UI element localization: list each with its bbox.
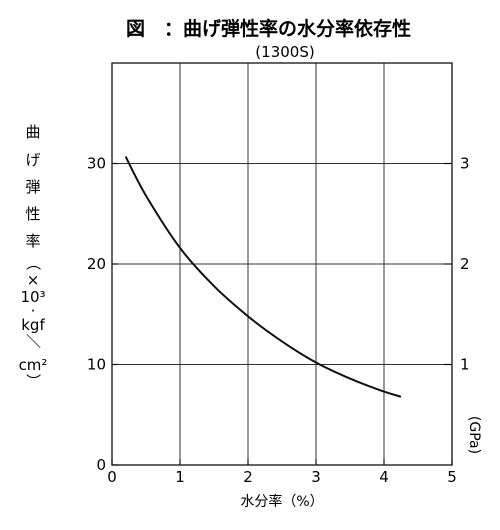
y-axis-label-char: · [31, 302, 36, 320]
chart-title: 図 ：曲げ弾性率の水分率依存性 [126, 17, 411, 40]
y-tick-label: 0 [96, 456, 106, 474]
y-axis-label-char: 弾 [25, 178, 40, 196]
y2-axis-label: (GPa) [466, 416, 482, 454]
x-tick-label: 0 [107, 468, 117, 486]
x-tick-labels: 0 1 2 3 4 5 [107, 468, 457, 486]
y-tick-labels: 0 10 20 30 [87, 155, 106, 475]
y2-tick-label: 2 [460, 255, 470, 273]
chart-subtitle: (1300S) [255, 43, 314, 61]
x-axis-label: 水分率（%） [240, 493, 323, 510]
x-tick-label: 1 [175, 468, 185, 486]
x-tick-label: 5 [447, 468, 457, 486]
axis-ticks [111, 162, 453, 466]
y-tick-label: 30 [87, 155, 106, 173]
y-axis-label-char: （ [24, 255, 42, 270]
secondary-axis-ticks [444, 162, 452, 366]
y-axis-label-char: ） [24, 373, 42, 388]
y-axis-label-char: ／ [24, 333, 42, 348]
y-axis-label-char: げ [25, 151, 40, 169]
y-axis-label-char: 率 [25, 232, 40, 250]
y-axis-label-char: cm² [19, 356, 48, 374]
y-axis-label-char: 10³ [20, 288, 45, 306]
y2-tick-labels: 1 2 3 [460, 155, 470, 374]
x-tick-label: 2 [243, 468, 253, 486]
y-axis-label-char: 曲 [25, 123, 40, 141]
x-tick-label: 4 [379, 468, 389, 486]
y-axis-label-char: kgf [21, 316, 45, 334]
y-tick-label: 10 [87, 356, 106, 374]
y-axis-label: 曲げ弾性率 （×10³·kgf／ cm²） [19, 123, 48, 389]
x-tick-label: 3 [311, 468, 321, 486]
data-curve [124, 156, 402, 398]
grid-lines [112, 63, 452, 465]
y-axis-label-char: × [27, 271, 40, 289]
y2-tick-label: 3 [460, 155, 470, 173]
y-tick-label: 20 [87, 255, 106, 273]
y-axis-label-char: 性 [25, 205, 40, 223]
y2-tick-label: 1 [460, 356, 470, 374]
